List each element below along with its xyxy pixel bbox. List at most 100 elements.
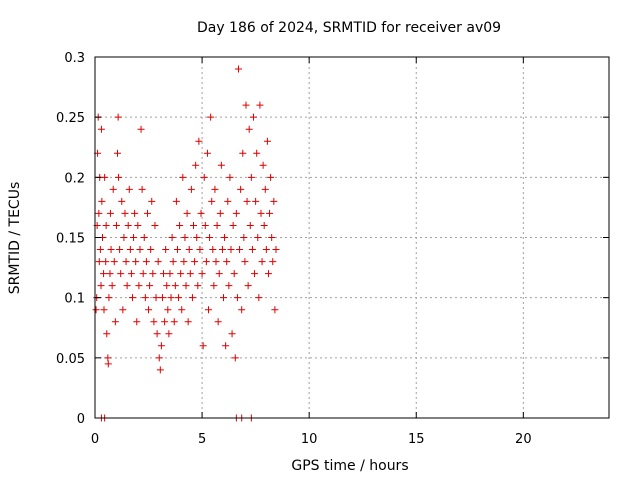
y-axis-title: SRMTID / TECUs <box>7 182 23 295</box>
data-point <box>146 282 154 290</box>
data-point <box>194 282 202 290</box>
data-point <box>212 258 220 266</box>
data-point <box>234 65 242 73</box>
y-tick-label: 0.05 <box>56 352 85 367</box>
data-point <box>205 306 213 314</box>
data-point <box>179 173 187 181</box>
data-point <box>269 258 277 266</box>
data-point <box>211 185 219 193</box>
y-axis-ticks: 0 0.05 0.1 0.15 0.2 0.25 0.3 <box>56 51 609 427</box>
data-point <box>97 282 105 290</box>
data-point <box>105 294 113 302</box>
data-point <box>271 306 279 314</box>
data-point <box>249 113 257 121</box>
data-point <box>118 197 126 205</box>
y-tick-label: 0.3 <box>64 51 85 66</box>
data-point <box>246 221 254 229</box>
data-point <box>125 185 133 193</box>
data-point <box>233 294 241 302</box>
data-point <box>149 270 157 278</box>
data-point <box>120 234 128 241</box>
data-point <box>237 185 245 193</box>
data-point <box>240 234 248 241</box>
data-point <box>197 209 205 217</box>
data-point <box>182 282 190 290</box>
data-point <box>123 282 131 290</box>
data-point <box>196 246 204 254</box>
data-point <box>252 197 260 205</box>
data-point <box>151 221 159 229</box>
data-point <box>167 294 175 302</box>
data-point <box>103 330 111 338</box>
data-point <box>241 258 249 266</box>
data-point <box>181 234 189 241</box>
data-point <box>143 209 151 217</box>
data-point <box>121 209 129 217</box>
data-point <box>226 173 234 181</box>
data-point <box>193 234 201 241</box>
data-point <box>255 294 263 302</box>
data-points <box>92 65 280 422</box>
data-point <box>119 306 127 314</box>
data-point <box>95 209 103 217</box>
data-point <box>153 330 161 338</box>
data-point <box>131 209 139 217</box>
data-point <box>227 246 235 254</box>
data-point <box>117 270 125 278</box>
data-point <box>137 125 145 133</box>
data-point <box>270 197 278 205</box>
data-point <box>224 197 232 205</box>
x-axis-ticks: 0 5 10 15 20 <box>91 57 532 447</box>
data-point <box>188 294 196 302</box>
data-point <box>248 246 256 254</box>
data-point <box>210 282 218 290</box>
data-point <box>171 282 179 290</box>
data-point <box>263 137 271 145</box>
data-point <box>128 294 136 302</box>
data-point <box>230 270 238 278</box>
data-point <box>242 101 250 109</box>
data-point <box>163 282 171 290</box>
data-point <box>180 258 188 266</box>
data-point <box>247 173 255 181</box>
data-point <box>215 270 223 278</box>
x-tick-label: 15 <box>408 432 425 447</box>
data-point <box>92 306 100 314</box>
data-point <box>104 360 112 368</box>
data-point <box>260 221 268 229</box>
data-point <box>259 161 267 169</box>
data-point <box>97 125 105 133</box>
data-point <box>122 258 130 266</box>
data-point <box>166 270 174 278</box>
data-point <box>200 173 208 181</box>
data-point <box>258 258 266 266</box>
data-point <box>244 282 252 290</box>
data-point <box>220 294 227 302</box>
data-point <box>140 234 148 241</box>
data-point <box>203 149 211 157</box>
data-point <box>100 270 108 278</box>
data-point <box>141 294 149 302</box>
y-tick-label: 0.2 <box>64 171 85 186</box>
data-point <box>106 209 114 217</box>
chart-title: Day 186 of 2024, SRMTID for receiver av0… <box>197 20 501 36</box>
data-point <box>104 354 112 362</box>
data-point <box>147 246 155 254</box>
data-point <box>190 221 198 229</box>
data-point <box>192 161 200 169</box>
data-point <box>222 342 230 350</box>
data-point <box>110 258 118 266</box>
data-point <box>102 258 110 266</box>
data-point <box>148 197 156 205</box>
data-point <box>157 342 165 350</box>
data-point <box>162 246 170 254</box>
data-point <box>135 282 143 290</box>
data-point <box>221 234 229 241</box>
y-tick-label: 0.25 <box>56 111 85 126</box>
data-point <box>236 246 244 254</box>
data-point <box>116 246 124 254</box>
data-point <box>136 246 144 254</box>
data-point <box>223 258 231 266</box>
data-point <box>232 209 240 217</box>
